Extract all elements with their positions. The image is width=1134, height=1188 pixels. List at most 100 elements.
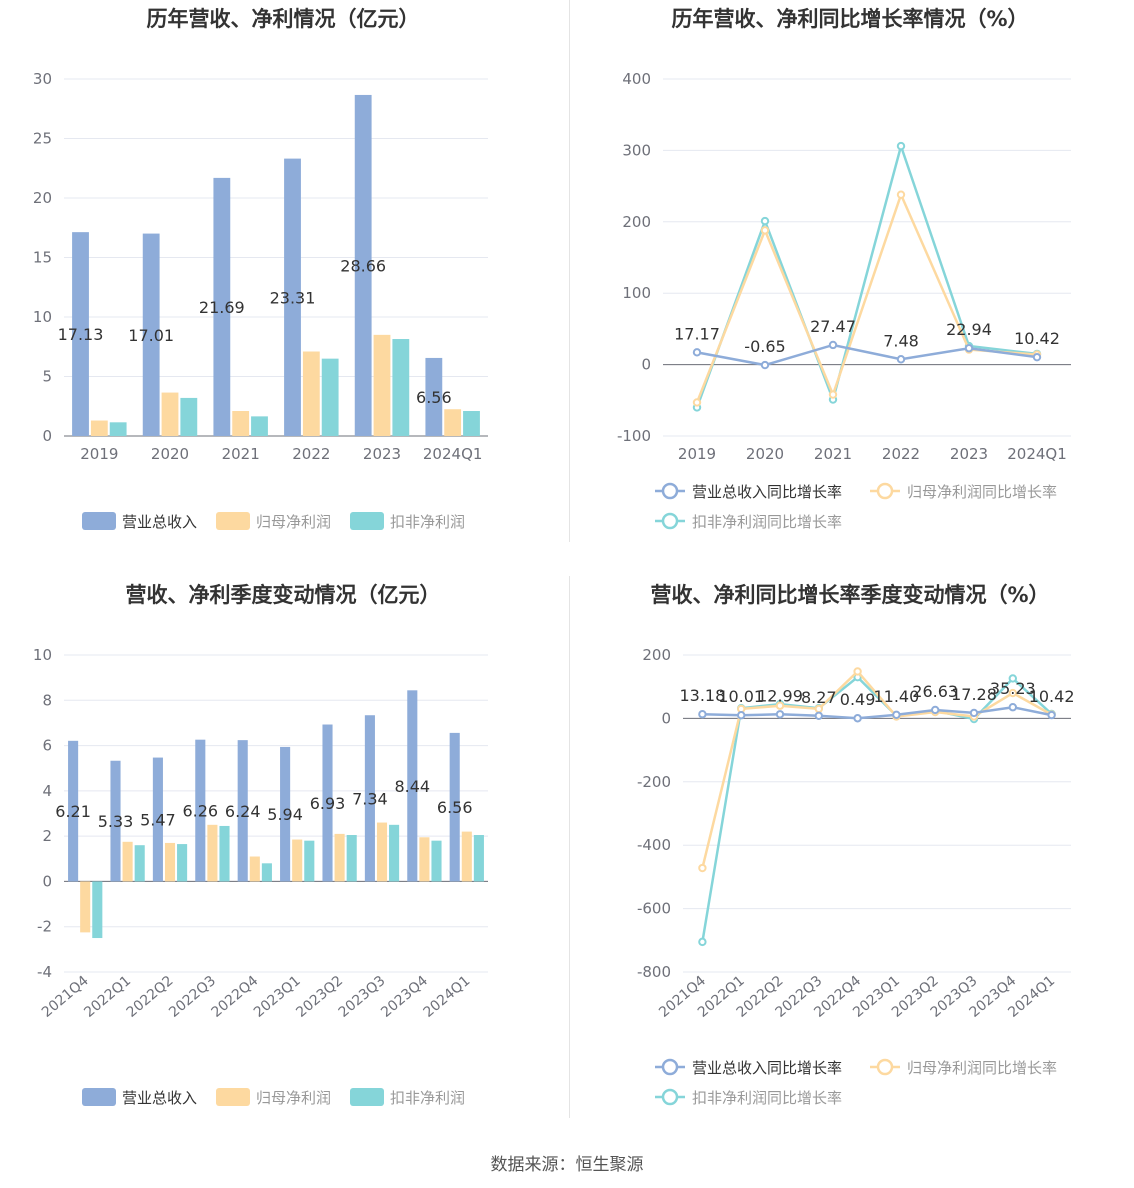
- y-tick-label: 0: [661, 709, 671, 727]
- y-tick-label: 30: [33, 70, 52, 88]
- bar-net-profit: [249, 856, 260, 882]
- bar-net-profit: [334, 833, 345, 882]
- x-tick-label: 2023Q3: [336, 973, 389, 1021]
- x-tick-label: 2023: [363, 445, 401, 463]
- legend-label: 归母净利润同比增长率: [907, 1059, 1057, 1077]
- y-tick-label: 0: [42, 427, 52, 445]
- legend-label: 营业总收入: [122, 513, 197, 531]
- y-tick-label: 15: [33, 249, 52, 267]
- chart-title: 历年营收、净利同比增长率情况（%）: [671, 7, 1028, 31]
- legend-label: 归母净利润同比增长率: [907, 483, 1057, 501]
- x-tick-label: 2022: [882, 445, 920, 463]
- y-tick-label: 0: [42, 872, 52, 890]
- quarterly-growth-svg: 营收、净利同比增长率季度变动情况（%） -800 -600 -400 -200 0 200 2…: [637, 583, 1075, 1107]
- x-tick-label: 2023Q2: [293, 973, 346, 1021]
- x-tick-label: 2024Q1: [423, 445, 483, 463]
- bar-deducted-profit: [463, 411, 480, 436]
- bar-deducted-profit: [251, 416, 268, 436]
- data-label: 23.31: [270, 288, 316, 307]
- legend-swatch: [216, 1088, 250, 1106]
- bar-deducted-profit: [392, 339, 410, 436]
- data-label: 27.47: [810, 317, 856, 336]
- series-point: [1008, 674, 1017, 683]
- y-tick-label: 10: [33, 308, 52, 326]
- legend-marker: [661, 1058, 679, 1076]
- series-point: [737, 711, 746, 720]
- bar-net-profit: [376, 822, 388, 882]
- data-label: 6.56: [416, 388, 452, 407]
- data-label: 6.56: [437, 798, 473, 817]
- legend-swatch: [216, 512, 250, 530]
- vertical-divider-top: [569, 0, 570, 542]
- series-line-net-profit-growth: [695, 191, 1038, 403]
- quarterly-growth-chart: 营收、净利同比增长率季度变动情况（%） -800 -600 -400 -200 0 200 2…: [567, 576, 1134, 1152]
- vertical-divider-bottom: [569, 576, 570, 1118]
- data-label: 5.47: [140, 811, 176, 830]
- series-point: [1008, 703, 1017, 712]
- bar-net-profit: [207, 824, 218, 882]
- series-point: [698, 937, 707, 947]
- series-line-revenue-growth: [702, 705, 1052, 720]
- y-tick-label: 5: [42, 368, 52, 386]
- bar-revenue: [354, 94, 372, 437]
- legend-label: 营业总收入: [122, 1089, 197, 1107]
- legend-label: 扣非净利润同比增长率: [692, 513, 842, 531]
- data-label: 7.48: [883, 331, 919, 350]
- bar-net-profit: [90, 420, 108, 436]
- data-label: 6.24: [225, 802, 261, 821]
- legend-marker: [661, 1088, 679, 1106]
- x-tick-label: 2020: [746, 445, 784, 463]
- x-tick-label: 2024Q1: [421, 973, 474, 1021]
- data-label: 26.63: [912, 682, 958, 701]
- data-label: 10.01: [718, 687, 764, 706]
- quarterly-amounts-chart: 营收、净利季度变动情况（亿元） -4 -2 0 2 4 6 8 10 2021Q4 2022Q1 20…: [0, 576, 567, 1152]
- bar-revenue: [322, 724, 333, 882]
- series-point: [828, 390, 838, 399]
- legend-label: 营业总收入同比增长率: [692, 1059, 842, 1077]
- chart-title: 营收、净利季度变动情况（亿元）: [126, 583, 441, 607]
- chart-title: 历年营收、净利情况（亿元）: [147, 7, 420, 31]
- bar-revenue: [152, 757, 163, 882]
- data-label: 0.49: [840, 690, 876, 709]
- data-label: 6.26: [182, 802, 218, 821]
- series-point: [896, 190, 906, 199]
- y-tick-label: -200: [637, 773, 671, 791]
- x-tick-label: 2021: [222, 445, 260, 463]
- series-point: [853, 714, 862, 723]
- y-tick-label: 6: [42, 737, 52, 755]
- x-tick-label: 2019: [678, 445, 716, 463]
- bar-net-profit: [232, 411, 250, 436]
- legend-swatch: [350, 512, 384, 530]
- data-label: 5.33: [98, 812, 134, 831]
- bar-net-profit: [419, 837, 430, 882]
- series-point: [692, 348, 702, 357]
- bar-deducted-profit: [180, 397, 198, 436]
- series-point: [760, 360, 770, 370]
- annual-growth-chart: 历年营收、净利同比增长率情况（%） -100 0 100 200 300 400 2019 20…: [567, 0, 1134, 576]
- x-tick-label: 2023Q1: [251, 973, 304, 1021]
- bar-revenue: [407, 690, 418, 882]
- legend-marker: [876, 482, 894, 500]
- series-point: [692, 398, 702, 407]
- x-tick-label: 2022Q4: [209, 973, 262, 1021]
- data-label: 6.21: [55, 802, 91, 821]
- bar-deducted-profit: [389, 824, 400, 882]
- bar-net-profit: [444, 409, 462, 436]
- bar-net-profit: [164, 842, 176, 882]
- y-tick-label: 300: [622, 141, 651, 159]
- data-label: 17.13: [58, 325, 104, 344]
- x-tick-label: 2022Q3: [166, 973, 219, 1021]
- bar-deducted-profit: [473, 835, 484, 882]
- y-tick-label: 200: [622, 213, 651, 231]
- series-point: [964, 344, 974, 353]
- annual-growth-svg: 历年营收、净利同比增长率情况（%） -100 0 100 200 300 400 2019 20…: [617, 7, 1071, 531]
- data-label: 7.34: [352, 789, 388, 808]
- y-tick-label: 20: [33, 189, 52, 207]
- bar-deducted-profit: [321, 358, 339, 436]
- bar-revenue: [425, 357, 443, 436]
- bar-deducted-profit: [219, 825, 230, 882]
- series-point: [892, 710, 901, 719]
- x-tick-label: 2023Q4: [378, 973, 431, 1021]
- series-point: [853, 667, 862, 676]
- bar-revenue: [72, 232, 89, 436]
